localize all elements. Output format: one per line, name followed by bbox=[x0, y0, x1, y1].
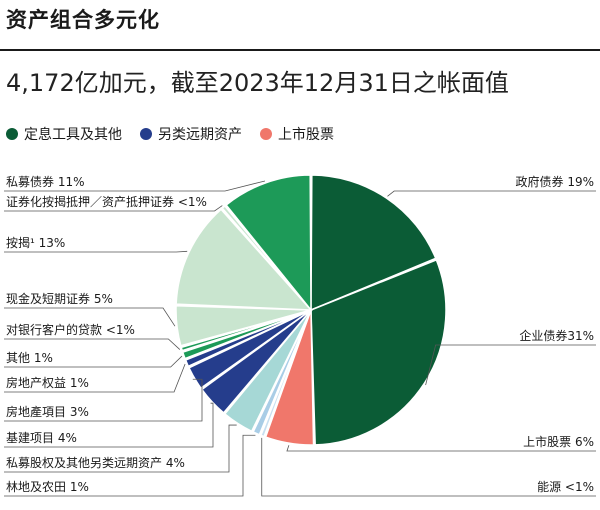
legend-item-fixed-income: 定息工具及其他 bbox=[6, 124, 122, 144]
slice-label-group: 现金及短期证券 5% bbox=[4, 291, 176, 327]
leader-line bbox=[4, 363, 186, 393]
page-title: 资产组合多元化 bbox=[6, 8, 160, 32]
slice-label: 其他 1% bbox=[6, 351, 53, 365]
chart-legend: 定息工具及其他 另类远期资产 上市股票 bbox=[6, 124, 334, 144]
slice-label: 房地產項目 3% bbox=[6, 404, 89, 419]
leader-line bbox=[4, 434, 256, 497]
slice-label-group: 证券化按揭抵押／资产抵押证券 <1% bbox=[4, 194, 223, 212]
slice-label-group: 能源 <1% bbox=[261, 437, 596, 497]
leader-line bbox=[4, 378, 203, 422]
slice-label-group: 上市股票 6% bbox=[286, 434, 596, 452]
slice-label-group: 私募股权及其他另类远期资产 4% bbox=[4, 424, 237, 473]
slice-label-group: 企业债券31% bbox=[425, 328, 596, 386]
slice-label: 林地及农田 1% bbox=[6, 480, 89, 494]
slice-label-group: 按揭¹ 13% bbox=[4, 235, 188, 253]
title-divider bbox=[0, 49, 600, 51]
leader-line bbox=[4, 180, 266, 192]
pie-slice bbox=[223, 309, 312, 433]
legend-swatch bbox=[140, 128, 152, 140]
slice-label: 能源 <1% bbox=[537, 480, 594, 494]
leader-line bbox=[4, 402, 214, 448]
slice-label: 对银行客户的贷款 <1% bbox=[6, 322, 135, 337]
slice-label: 私募债券 11% bbox=[6, 174, 85, 189]
legend-item-public-equities: 上市股票 bbox=[260, 124, 334, 144]
pie-slice bbox=[175, 208, 313, 311]
legend-label: 定息工具及其他 bbox=[24, 127, 122, 143]
leader-line bbox=[4, 338, 181, 350]
slice-label: 企业债券31% bbox=[519, 328, 594, 343]
slice-label-group: 私募债券 11% bbox=[4, 174, 266, 192]
pie-slice bbox=[310, 174, 437, 312]
leader-line bbox=[425, 344, 596, 386]
pie-slice bbox=[188, 309, 312, 390]
pie-slice bbox=[310, 258, 447, 446]
legend-swatch bbox=[6, 128, 18, 140]
pie-slice bbox=[181, 309, 312, 360]
leader-line bbox=[4, 307, 176, 327]
slice-label: 上市股票 6% bbox=[523, 434, 594, 449]
slice-label: 房地产权益 1% bbox=[6, 375, 89, 390]
legend-item-alternatives: 另类远期资产 bbox=[140, 124, 242, 144]
slice-label-group: 其他 1% bbox=[4, 351, 183, 368]
slice-label-group: 房地产权益 1% bbox=[4, 363, 186, 393]
leader-line bbox=[387, 190, 596, 197]
leader-line bbox=[4, 205, 223, 212]
leader-line bbox=[261, 437, 596, 497]
legend-label: 上市股票 bbox=[278, 127, 334, 143]
slice-label: 基建项目 4% bbox=[6, 431, 77, 445]
slice-label-group: 林地及农田 1% bbox=[4, 434, 256, 497]
slice-label-group: 基建项目 4% bbox=[4, 402, 214, 448]
slice-label: 证券化按揭抵押／资产抵押证券 <1% bbox=[6, 194, 207, 209]
leader-line bbox=[4, 250, 188, 253]
pie-slice bbox=[264, 309, 315, 446]
legend-label: 另类远期资产 bbox=[158, 127, 242, 143]
pie-slice bbox=[221, 204, 312, 311]
pie-slice bbox=[175, 305, 312, 347]
leader-line bbox=[4, 355, 183, 368]
pie-slice bbox=[184, 309, 312, 368]
slice-label: 政府债券 19% bbox=[516, 174, 595, 189]
pie-slice bbox=[180, 309, 312, 352]
legend-swatch bbox=[260, 128, 272, 140]
slice-label-group: 政府债券 19% bbox=[387, 174, 596, 197]
slice-label: 按揭¹ 13% bbox=[6, 235, 65, 250]
slice-label: 现金及短期证券 5% bbox=[6, 291, 113, 306]
leader-line bbox=[286, 445, 596, 452]
pie-slice bbox=[225, 174, 312, 313]
slice-label: 私募股权及其他另类远期资产 4% bbox=[6, 456, 185, 470]
slice-label-group: 对银行客户的贷款 <1% bbox=[4, 322, 181, 350]
chart-subtitle: 4,172亿加元，截至2023年12月31日之帐面值 bbox=[6, 69, 509, 97]
leader-line bbox=[4, 424, 237, 473]
slice-label-group: 房地產項目 3% bbox=[4, 378, 203, 422]
